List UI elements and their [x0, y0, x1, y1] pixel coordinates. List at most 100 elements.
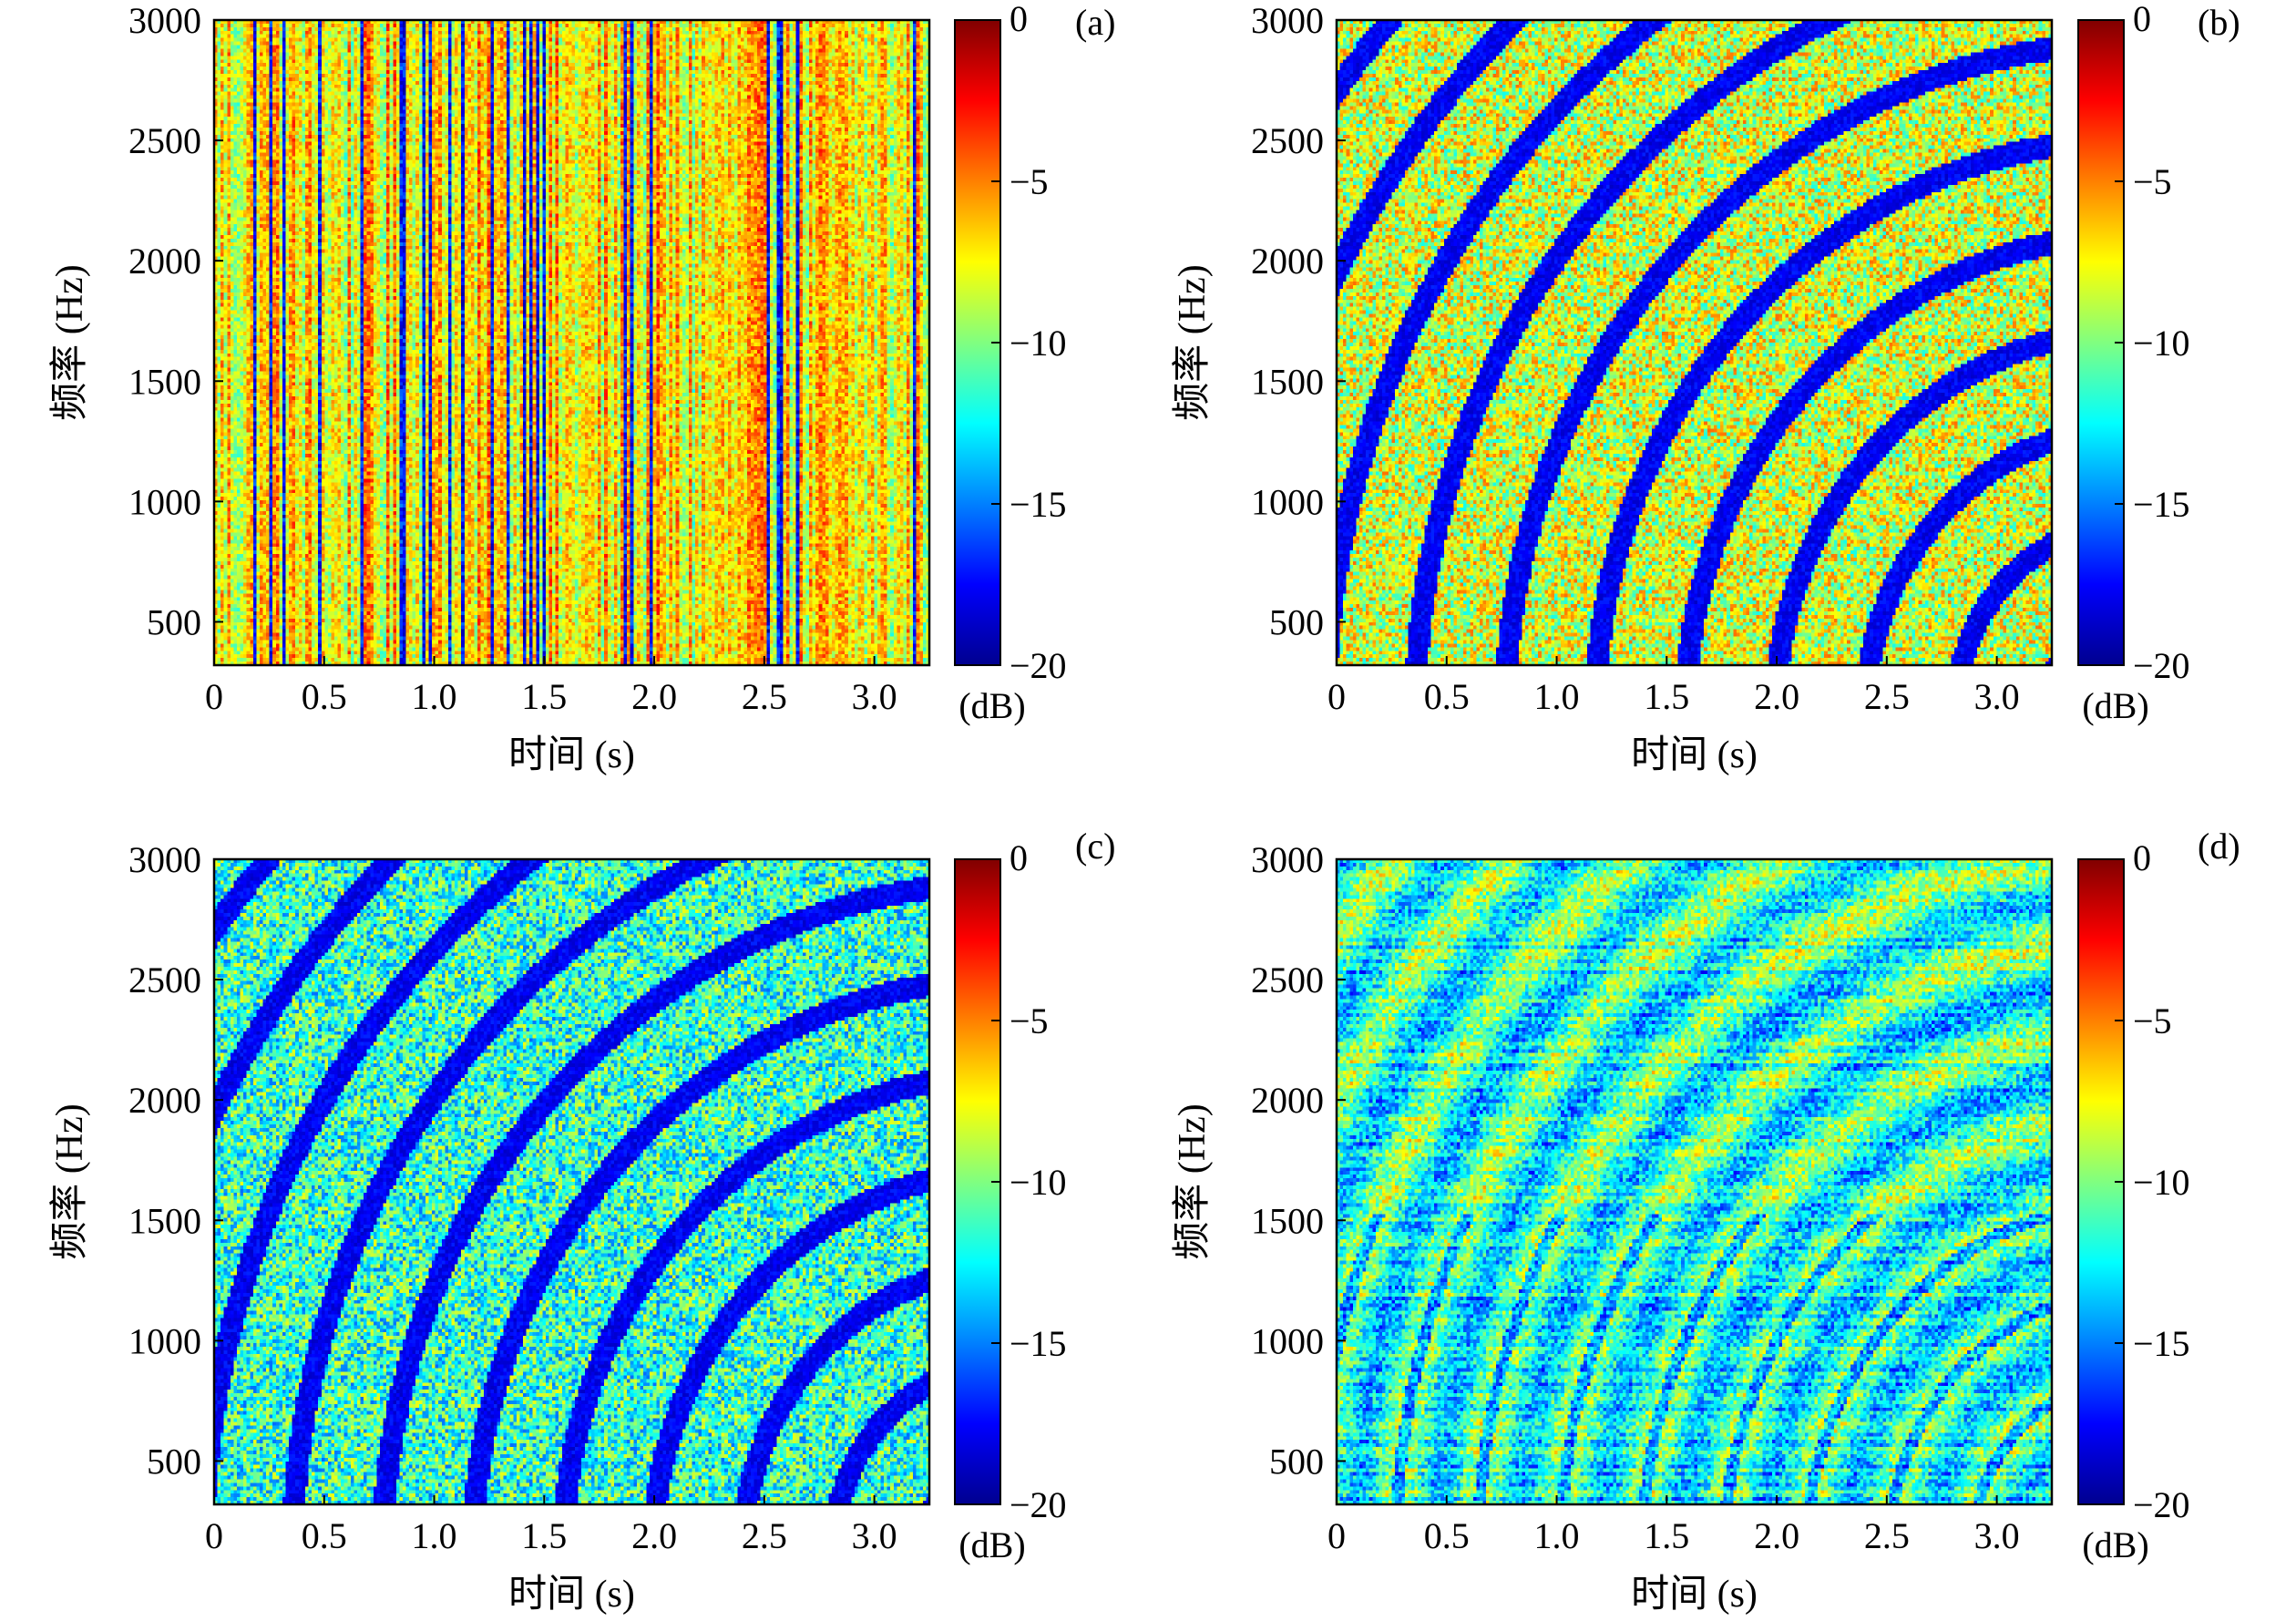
- y-tick-label-a: 500: [147, 601, 201, 642]
- x-axis-label-a: 时间 (s): [508, 734, 635, 776]
- y-tick-label-b: 2000: [1251, 241, 1324, 282]
- colorbar-tick-label-b: −10: [2133, 323, 2190, 364]
- y-tick-label-c: 2000: [128, 1080, 201, 1121]
- y-tick-label-b: 2500: [1251, 120, 1324, 161]
- y-tick-label-a: 1500: [128, 361, 201, 402]
- colorbar-tick-label-c: −20: [1010, 1484, 1067, 1525]
- y-tick-label-a: 2500: [128, 120, 201, 161]
- x-tick-label-c: 2.0: [631, 1515, 677, 1556]
- y-tick-label-a: 1000: [128, 481, 201, 522]
- colorbar-tick-label-c: 0: [1010, 837, 1028, 878]
- plot-frame-b: [1335, 18, 2054, 667]
- y-tick-label-b: 3000: [1251, 0, 1324, 41]
- x-tick-label-a: 2.5: [742, 676, 787, 717]
- colorbar-tick-label-b: −5: [2133, 161, 2172, 202]
- colorbar-tick-label-d: 0: [2133, 837, 2151, 878]
- y-tick-label-d: 1500: [1251, 1200, 1324, 1241]
- y-axis-label-a: 频率 (Hz): [48, 264, 91, 420]
- colorbar-tick-label-d: −5: [2133, 1000, 2172, 1041]
- x-tick-label-b: 1.5: [1644, 676, 1689, 717]
- x-tick-label-d: 3.0: [1974, 1515, 2020, 1556]
- x-tick-label-a: 2.0: [631, 676, 677, 717]
- x-tick-label-d: 2.5: [1864, 1515, 1910, 1556]
- colorbar-tick-label-a: −10: [1010, 323, 1067, 364]
- x-tick-label-b: 2.5: [1864, 676, 1910, 717]
- plot-frame-d: [1335, 857, 2054, 1506]
- x-tick-label-b: 1.0: [1534, 676, 1580, 717]
- colorbar-tick-label-b: −15: [2133, 484, 2190, 525]
- x-tick-label-c: 2.5: [742, 1515, 787, 1556]
- heatmap-d: [1337, 859, 2052, 1504]
- x-tick-label-a: 3.0: [852, 676, 897, 717]
- colorbar-tick-label-b: −20: [2133, 645, 2190, 686]
- y-axis-label-b: 频率 (Hz): [1171, 264, 1214, 420]
- y-tick-label-d: 500: [1269, 1441, 1324, 1482]
- y-axis-label-d: 频率 (Hz): [1171, 1103, 1214, 1259]
- y-tick-label-c: 3000: [128, 839, 201, 880]
- y-tick-label-d: 1000: [1251, 1320, 1324, 1361]
- heatmap-a: [214, 20, 929, 665]
- x-tick-label-d: 0.5: [1424, 1515, 1470, 1556]
- x-axis-label-c: 时间 (s): [508, 1574, 635, 1616]
- x-tick-label-b: 3.0: [1974, 676, 2020, 717]
- panel-a: 0 0.5 1.0 1.5 2.0 2.5 3.0 500 1000 1500 2000 2500 30…: [48, 0, 1115, 776]
- plot-frame-c: [212, 857, 931, 1506]
- colorbar-tick-label-a: −15: [1010, 484, 1067, 525]
- y-tick-label-d: 3000: [1251, 839, 1324, 880]
- y-axis-label-c: 频率 (Hz): [48, 1103, 91, 1259]
- y-tick-label-d: 2500: [1251, 959, 1324, 1000]
- colorbar-tick-label-c: −10: [1010, 1162, 1067, 1203]
- panel-d: 0 0.5 1.0 1.5 2.0 2.5 3.0 500 1000 1500 2000 2500 30…: [1171, 826, 2240, 1616]
- colorbar-tick-label-d: −20: [2133, 1484, 2190, 1525]
- colorbar-unit-b: (dB): [2082, 685, 2148, 726]
- x-tick-label-d: 1.5: [1644, 1515, 1689, 1556]
- x-tick-label-d: 1.0: [1534, 1515, 1580, 1556]
- y-tick-label-c: 1000: [128, 1320, 201, 1361]
- y-tick-label-b: 1000: [1251, 481, 1324, 522]
- x-tick-label-b: 0.5: [1424, 676, 1470, 717]
- colorbar-tick-label-a: 0: [1010, 0, 1028, 39]
- x-tick-label-c: 3.0: [852, 1515, 897, 1556]
- x-tick-label-b: 2.0: [1754, 676, 1799, 717]
- y-tick-label-b: 1500: [1251, 361, 1324, 402]
- panel-label-a: (a): [1075, 2, 1115, 43]
- x-axis-label-b: 时间 (s): [1631, 734, 1758, 776]
- panel-c: 0 0.5 1.0 1.5 2.0 2.5 3.0 500 1000 1500 2000 2500 30…: [48, 826, 1115, 1616]
- colorbar-tick-label-a: −20: [1010, 645, 1067, 686]
- colorbar-b: [2077, 19, 2125, 666]
- colorbar-unit-c: (dB): [958, 1524, 1025, 1565]
- y-tick-label-c: 1500: [128, 1200, 201, 1241]
- y-tick-label-c: 500: [147, 1441, 201, 1482]
- x-tick-label-d: 2.0: [1754, 1515, 1799, 1556]
- x-tick-label-b: 0: [1327, 676, 1346, 717]
- x-tick-label-a: 1.0: [412, 676, 457, 717]
- x-tick-label-c: 1.5: [521, 1515, 567, 1556]
- x-tick-label-a: 0.5: [302, 676, 347, 717]
- x-tick-label-a: 1.5: [521, 676, 567, 717]
- x-tick-label-d: 0: [1327, 1515, 1346, 1556]
- colorbar-tick-label-c: −5: [1010, 1000, 1049, 1041]
- panel-label-b: (b): [2198, 2, 2240, 43]
- colorbar-tick-label-b: 0: [2133, 0, 2151, 39]
- x-tick-label-c: 1.0: [412, 1515, 457, 1556]
- colorbar-tick-label-c: −15: [1010, 1323, 1067, 1364]
- y-tick-label-a: 3000: [128, 0, 201, 41]
- y-tick-label-c: 2500: [128, 959, 201, 1000]
- colorbar-unit-a: (dB): [958, 685, 1025, 726]
- y-tick-label-b: 500: [1269, 601, 1324, 642]
- plot-frame-a: [212, 18, 931, 667]
- colorbar-tick-label-a: −5: [1010, 161, 1049, 202]
- x-axis-label-d: 时间 (s): [1631, 1574, 1758, 1616]
- colorbar-tick-label-d: −15: [2133, 1323, 2190, 1364]
- x-tick-label-a: 0: [205, 676, 223, 717]
- colorbar-tick-label-d: −10: [2133, 1162, 2190, 1203]
- colorbar-unit-d: (dB): [2082, 1524, 2148, 1565]
- panel-b: 0 0.5 1.0 1.5 2.0 2.5 3.0 500 1000 1500 2000 2500 30…: [1171, 0, 2240, 776]
- panel-label-d: (d): [2198, 826, 2240, 867]
- y-tick-label-d: 2000: [1251, 1080, 1324, 1121]
- x-tick-label-c: 0.5: [302, 1515, 347, 1556]
- x-tick-label-c: 0: [205, 1515, 223, 1556]
- y-tick-label-a: 2000: [128, 241, 201, 282]
- heatmap-b: [1337, 20, 2052, 665]
